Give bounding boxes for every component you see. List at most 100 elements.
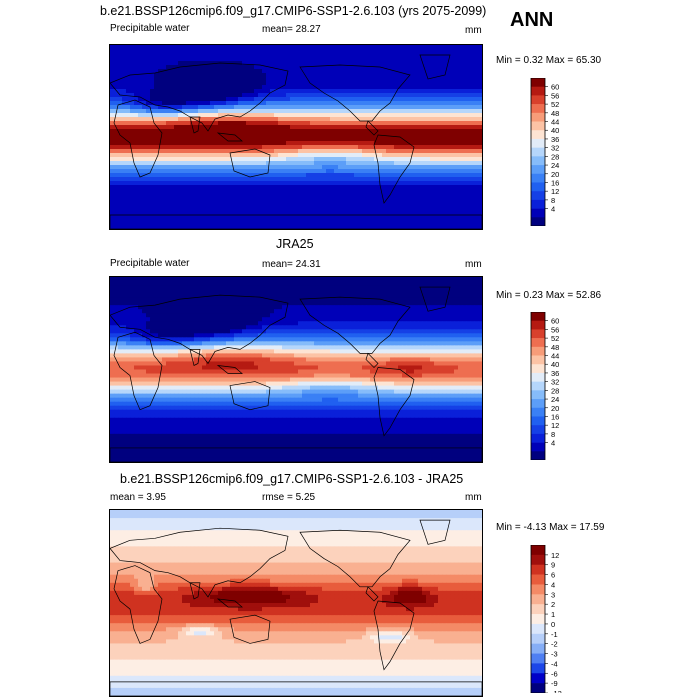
obs-colorbar-swatch [531, 338, 545, 348]
panel1-variable-label: Precipitable water [110, 23, 190, 34]
model-map-coastline [216, 132, 243, 142]
model-colorbar-swatch [531, 199, 545, 209]
difference-colorbar-tick-label: 6 [551, 571, 555, 580]
difference-colorbar-tick-label: 0 [551, 620, 555, 629]
obs-colorbar-swatch [531, 312, 545, 322]
panel3-title: b.e21.BSSP126cmip6.f09_g17.CMIP6-SSP1-2.… [120, 472, 464, 486]
model-colorbar-swatch [531, 130, 545, 140]
model-colorbar-swatch [531, 147, 545, 157]
difference-colorbar-swatch [531, 604, 545, 615]
obs-map-coastline [113, 331, 163, 411]
difference-colorbar-tick-label: -3 [551, 650, 558, 659]
difference-colorbar-swatch [531, 663, 545, 674]
difference-colorbar-tick-label: 1 [551, 610, 555, 619]
model-colorbar-tick-label: 52 [551, 100, 559, 109]
difference-colorbar-swatch [531, 673, 545, 684]
obs-colorbar-tick-label: 40 [551, 360, 559, 369]
difference-map-coastline [110, 681, 482, 696]
difference-map-coastline [113, 565, 163, 644]
model-colorbar-swatch [531, 78, 545, 88]
obs-colorbar-tick-label: 8 [551, 430, 555, 439]
difference-colorbar-swatch [531, 545, 545, 556]
model-colorbar-tick-label: 36 [551, 135, 559, 144]
obs-colorbar-tick-label: 56 [551, 325, 559, 334]
model-map-coastline [229, 148, 271, 178]
difference-colorbar-swatch [531, 574, 545, 585]
panel1-minmax-label: Min = 0.32 Max = 65.30 [496, 55, 602, 66]
model-colorbar-swatch [531, 104, 545, 114]
panel2-mean-label: mean= 24.31 [262, 259, 321, 270]
obs-colorbar-tick-label: 12 [551, 421, 559, 430]
model-colorbar-swatch [531, 138, 545, 148]
obs-colorbar-tick-label: 36 [551, 369, 559, 378]
obs-colorbar-tick-label: 52 [551, 334, 559, 343]
obs-colorbar-swatch [531, 399, 545, 409]
obs-map-coastline [229, 381, 271, 411]
obs-colorbar-swatch [531, 416, 545, 426]
model-colorbar-swatch [531, 191, 545, 201]
obs-colorbar-tick-label: 48 [551, 343, 559, 352]
difference-colorbar-tick-label: 2 [551, 600, 555, 609]
obs-map [109, 276, 483, 463]
model-colorbar-tick-label: 12 [551, 187, 559, 196]
difference-map-coastline [229, 614, 271, 644]
difference-map-coastline [373, 600, 415, 671]
model-colorbar-tick-label: 8 [551, 196, 555, 205]
difference-map-coastline [216, 598, 243, 608]
obs-colorbar-swatch [531, 355, 545, 365]
panel3-rmse-label: rmse = 5.25 [262, 492, 316, 503]
panel3-mean-label: mean = 3.95 [110, 492, 166, 503]
model-map-coastline [110, 214, 482, 229]
difference-colorbar-swatch [531, 623, 545, 635]
obs-colorbar-swatch [531, 364, 545, 374]
panel2-variable-label: Precipitable water [110, 258, 190, 269]
obs-colorbar-tick-label: 24 [551, 395, 559, 404]
difference-colorbar-swatch [531, 584, 545, 595]
model-map-coastline [365, 120, 379, 136]
difference-colorbar-swatch [531, 614, 545, 625]
difference-colorbar-swatch [531, 643, 545, 654]
difference-colorbar-tick-label: -2 [551, 640, 558, 649]
model-colorbar-tick-label: 40 [551, 126, 559, 135]
obs-map-coastline [189, 349, 201, 366]
model-colorbar-swatch [531, 208, 545, 218]
difference-colorbar-swatch [531, 594, 545, 605]
obs-colorbar-tick-label: 44 [551, 352, 559, 361]
panel2-title: JRA25 [276, 237, 314, 251]
model-colorbar-tick-label: 56 [551, 91, 559, 100]
obs-colorbar-tick-label: 20 [551, 404, 559, 413]
model-map-coastline [299, 64, 411, 122]
model-map-coastline [189, 116, 201, 134]
difference-map-coastline [365, 586, 379, 602]
model-colorbar-tick-label: 20 [551, 170, 559, 179]
panel2-units-label: mm [465, 259, 482, 270]
difference-colorbar-swatch [531, 653, 545, 664]
difference-colorbar-swatch [531, 683, 545, 693]
difference-colorbar-tick-label: 9 [551, 561, 555, 570]
obs-map-coastline [110, 294, 289, 365]
difference-map-coastline [110, 527, 289, 598]
model-map [109, 44, 483, 230]
obs-colorbar-swatch [531, 433, 545, 443]
difference-colorbar-tick-label: -4 [551, 659, 558, 668]
model-colorbar-tick-label: 4 [551, 205, 555, 214]
model-colorbar: 60 56 52 48 44 40 36 32 28 24 20 16 12 8 4 [528, 78, 588, 226]
model-colorbar-swatch [531, 121, 545, 131]
obs-colorbar-tick-label: 32 [551, 378, 559, 387]
difference-colorbar-swatch [531, 554, 545, 566]
season-label: ANN [510, 9, 554, 31]
model-colorbar-tick-label: 16 [551, 178, 559, 187]
panel2-minmax-label: Min = 0.23 Max = 52.86 [496, 290, 602, 301]
obs-map-coastline [110, 447, 482, 462]
obs-map-coastline [419, 286, 451, 312]
obs-colorbar-swatch [531, 451, 545, 460]
difference-colorbar-tick-label: 3 [551, 590, 555, 599]
difference-colorbar-swatch [531, 633, 545, 644]
model-colorbar-swatch [531, 112, 545, 122]
panel3-minmax-label: Min = -4.13 Max = 17.59 [496, 522, 605, 533]
difference-colorbar-swatch [531, 564, 545, 575]
difference-map-coastline [419, 519, 451, 545]
obs-colorbar-tick-label: 60 [551, 317, 559, 326]
obs-colorbar: 60 56 52 48 44 40 36 32 28 24 20 16 12 8 4 [528, 312, 588, 460]
